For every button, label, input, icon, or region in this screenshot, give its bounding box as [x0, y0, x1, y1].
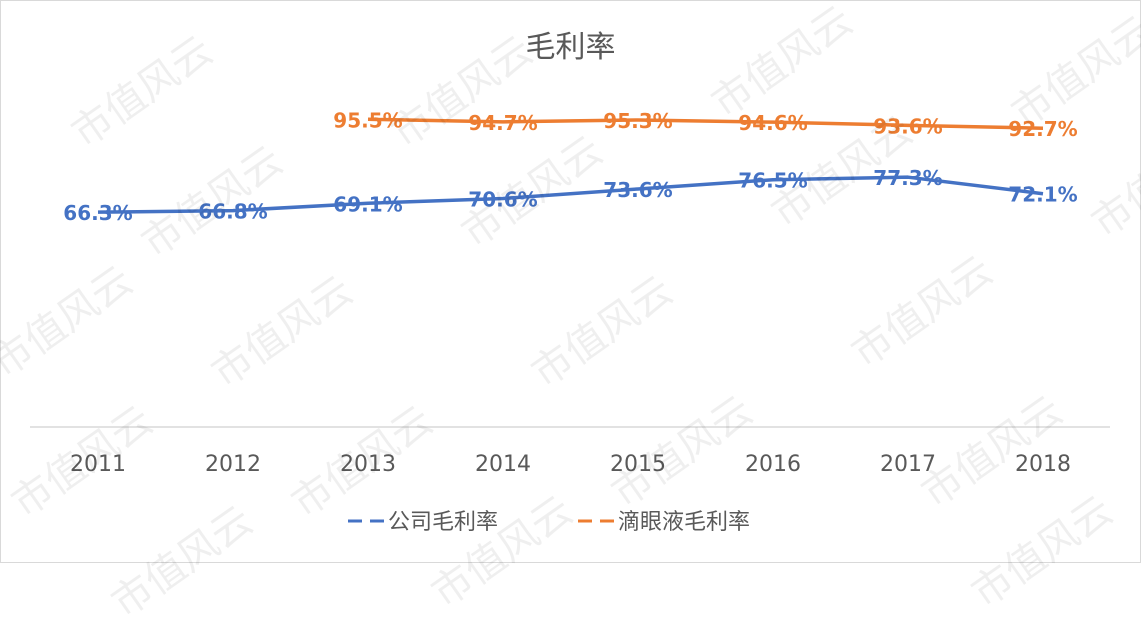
x-tick-label: 2015 — [610, 452, 666, 477]
legend-label: 公司毛利率 — [388, 510, 498, 535]
data-label: 73.6% — [603, 178, 672, 202]
data-label: 70.6% — [468, 187, 537, 211]
series-line — [97, 175, 1044, 214]
data-label: 94.7% — [468, 111, 537, 135]
x-tick-label: 2016 — [745, 452, 801, 477]
data-label: 95.3% — [603, 109, 672, 133]
data-label: 66.8% — [198, 200, 267, 224]
x-tick-label: 2014 — [475, 452, 531, 477]
data-label: 69.1% — [333, 192, 402, 216]
data-label: 72.1% — [1008, 183, 1077, 207]
data-label: 94.6% — [738, 111, 807, 135]
data-label: 93.6% — [873, 114, 942, 138]
data-label: 66.3% — [63, 201, 132, 225]
chart-title: 毛利率 — [525, 30, 616, 65]
data-label: 92.7% — [1008, 117, 1077, 141]
line-chart: 2011 2012 2013 2014 2015 2016 2017 2018 66.3% 66.… — [30, 108, 1110, 535]
x-tick-label: 2011 — [70, 452, 126, 477]
x-tick-label: 2013 — [340, 452, 396, 477]
data-label: 76.5% — [738, 169, 807, 193]
x-tick-label: 2017 — [880, 452, 936, 477]
x-tick-label: 2012 — [205, 452, 261, 477]
series-line — [367, 117, 1044, 130]
data-label: 95.5% — [333, 108, 402, 132]
data-label: 77.3% — [873, 166, 942, 190]
x-tick-label: 2018 — [1015, 452, 1071, 477]
legend-label: 滴眼液毛利率 — [618, 510, 750, 535]
